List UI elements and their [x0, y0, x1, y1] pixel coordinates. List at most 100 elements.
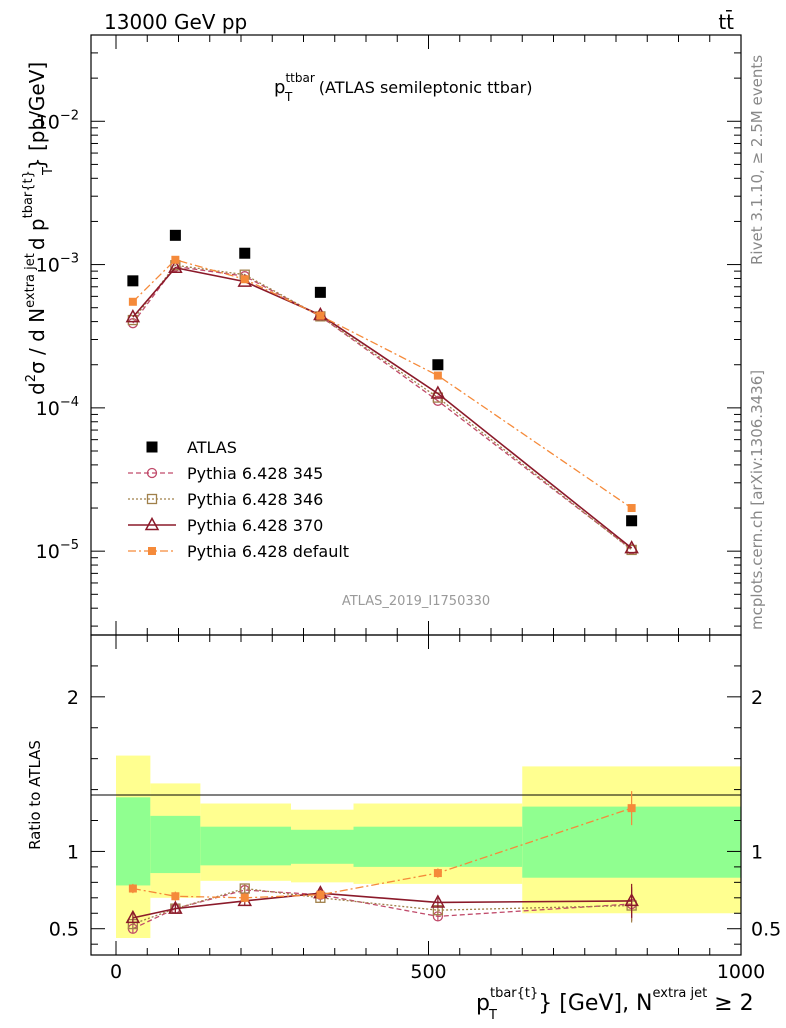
legend-marker-0 — [146, 441, 158, 453]
legend-item-0: ATLAS — [146, 438, 237, 457]
ratio-ytick-label-left-0: 0.5 — [49, 919, 79, 941]
main-ytick-label-2: 10−3 — [36, 252, 79, 277]
legend-label-1: Pythia 6.428 345 — [187, 464, 323, 483]
main-title-sub: T — [284, 90, 293, 104]
ratio-point-3-3 — [316, 890, 325, 899]
ratio-point-3-5 — [627, 804, 636, 813]
x-axis-label: ptbar{t}} [GeV], Nextra jet ≥ 2 — [476, 986, 754, 1016]
ratio-series — [125, 791, 639, 934]
xtick-label-2: 1000 — [717, 961, 765, 983]
x-axis-label-sub: T — [488, 1008, 497, 1023]
ratio-ylabel: Ratio to ATLAS — [26, 740, 44, 850]
main-ytick-label-base: 10 — [36, 398, 60, 420]
ratio-panel: 0.5 1 2 0.5 1 2 0 500 1000 Ratio to ATLAS ptbar{… — [26, 634, 781, 1023]
ratio-series-3 — [128, 791, 636, 903]
ratio-point-3-2 — [240, 893, 249, 902]
main-series — [125, 229, 639, 556]
main-ytick-label-base: 10 — [36, 111, 60, 133]
main-point-0-1 — [169, 229, 181, 241]
main-series-line-3 — [132, 266, 633, 549]
main-ylabel-sub: T — [41, 167, 56, 176]
legend-label-0: ATLAS — [187, 438, 237, 457]
band-inner-1 — [150, 815, 201, 874]
ratio-series-line-3 — [132, 807, 632, 899]
main-point-3-5 — [624, 540, 639, 554]
main-series-4 — [128, 255, 636, 513]
main-title: pttbar (ATLAS semileptonic ttbar) — [274, 71, 532, 98]
band-inner-3 — [291, 829, 354, 864]
main-ytick-label-1: 10−4 — [36, 395, 79, 420]
main-point-3-1 — [168, 259, 183, 274]
ratio-point-2-4 — [430, 894, 446, 908]
legend-item-1: Pythia 6.428 345 — [128, 464, 323, 483]
main-ytick-label-exp: −2 — [60, 108, 79, 123]
legend-label-2: Pythia 6.428 346 — [187, 490, 323, 509]
main-point-0-3 — [314, 286, 326, 298]
ratio-series-line-1 — [132, 887, 632, 925]
main-ytick-label-0: 10−5 — [36, 538, 79, 563]
legend: ATLAS Pythia 6.428 345 Pythia 6.428 346 Pyt… — [128, 438, 349, 561]
main-ytick-label-exp: −3 — [60, 252, 79, 267]
main-point-0-5 — [626, 515, 638, 527]
main-point-4-1 — [171, 255, 180, 264]
ratio-point-2-5 — [624, 892, 639, 907]
main-point-3-4 — [430, 385, 446, 399]
main-axis-ticks: 10−510−410−310−2 — [36, 34, 742, 635]
legend-marker-3 — [144, 516, 160, 531]
main-point-4-3 — [316, 311, 325, 320]
ratio-ytick-label-left-2: 2 — [67, 687, 79, 709]
main-ytick-label-base: 10 — [36, 255, 60, 277]
main-point-4-4 — [433, 371, 442, 380]
legend-item-2: Pythia 6.428 346 — [128, 490, 323, 509]
ratio-point-2-0 — [125, 909, 141, 924]
main-ytick-label-3: 10−2 — [36, 108, 79, 133]
ratio-ytick-label-left-1: 1 — [67, 841, 79, 863]
band-inner-2 — [200, 826, 291, 866]
xtick-label-1: 500 — [410, 961, 446, 983]
analysis-label: ATLAS_2019_I1750330 — [342, 594, 490, 609]
ratio-frame — [90, 634, 742, 956]
mcplots-label: mcplots.cern.ch [arXiv:1306.3436] — [748, 370, 766, 630]
main-ytick-label-base: 10 — [36, 541, 60, 563]
ratio-point-3-1 — [171, 892, 180, 901]
energy-label: 13000 GeV pp — [104, 10, 247, 34]
band-inner-4 — [353, 826, 523, 867]
main-ytick-label-exp: −5 — [60, 538, 79, 553]
main-ytick-label-exp: −4 — [60, 395, 79, 410]
ratio-series-line-0 — [132, 889, 632, 930]
process-label: tt̄ — [718, 9, 734, 34]
legend-marker-2 — [146, 493, 158, 505]
legend-item-4: Pythia 6.428 default — [128, 542, 349, 561]
main-point-4-5 — [627, 504, 636, 513]
main-panel: 10−510−410−310−2 pttbar (ATLAS semilepton… — [21, 34, 742, 636]
main-point-0-0 — [127, 275, 139, 287]
ratio-point-3-4 — [433, 869, 442, 878]
xtick-label-0: 0 — [110, 961, 122, 983]
ratio-ytick-label-right-1: 1 — [751, 841, 763, 863]
ratio-ytick-label-right-0: 0.5 — [751, 919, 781, 941]
main-point-0-2 — [239, 247, 251, 259]
legend-marker-4 — [148, 547, 156, 555]
ratio-uncertainty-bands — [116, 755, 741, 938]
main-point-4-2 — [240, 275, 249, 284]
main-point-0-4 — [432, 359, 444, 371]
legend-label-4: Pythia 6.428 default — [187, 542, 349, 561]
ratio-point-3-0 — [128, 884, 137, 893]
main-ylabel: d2σ / d Nextra jetd ptbar{t}} [pb/GeV] — [21, 62, 49, 395]
main-series-2 — [127, 260, 637, 556]
ratio-axis-ticks: 0.5 1 2 0.5 1 2 0 500 1000 — [49, 634, 781, 983]
main-series-line-2 — [132, 264, 633, 551]
main-series-0 — [127, 229, 638, 527]
ratio-point-2-1 — [168, 900, 183, 914]
band-inner-0 — [116, 797, 151, 886]
legend-marker-1 — [146, 467, 158, 479]
ratio-ytick-label-right-2: 2 — [751, 687, 763, 709]
main-series-1 — [127, 261, 637, 555]
legend-item-3: Pythia 6.428 370 — [128, 516, 323, 535]
legend-label-3: Pythia 6.428 370 — [187, 516, 323, 535]
rivet-label: Rivet 3.1.10, ≥ 2.5M events — [748, 55, 766, 265]
ratio-series-line-2 — [132, 892, 632, 919]
main-point-3-0 — [125, 309, 141, 323]
main-series-line-4 — [132, 259, 632, 509]
